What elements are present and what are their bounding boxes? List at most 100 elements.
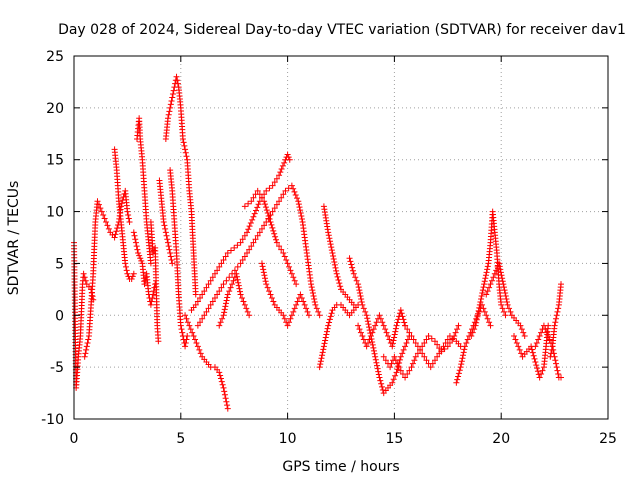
data-point	[295, 198, 302, 205]
data-point	[331, 261, 338, 268]
data-point	[263, 187, 270, 194]
data-point	[224, 294, 231, 301]
data-point	[219, 381, 226, 388]
data-point	[243, 305, 250, 312]
data-point	[501, 308, 508, 315]
data-point	[393, 322, 400, 329]
data-point	[192, 291, 199, 298]
data-point	[481, 281, 488, 288]
data-point	[160, 218, 167, 225]
data-point	[325, 232, 332, 239]
data-point	[260, 269, 267, 276]
data-point	[124, 270, 131, 277]
data-point	[313, 305, 320, 312]
data-point	[217, 372, 224, 379]
data-point	[478, 295, 485, 302]
data-point	[429, 360, 436, 367]
data-point	[363, 343, 370, 350]
data-point	[521, 333, 528, 340]
data-point	[294, 298, 301, 305]
data-point	[412, 339, 419, 346]
data-point	[147, 260, 154, 267]
data-point	[271, 179, 278, 186]
data-point	[488, 277, 495, 284]
data-point	[105, 225, 112, 232]
data-point	[483, 312, 490, 319]
data-point	[545, 333, 552, 340]
data-point	[446, 333, 453, 340]
data-point	[532, 358, 539, 365]
data-point	[269, 224, 276, 231]
data-point	[293, 281, 300, 288]
data-point	[515, 343, 522, 350]
data-point	[528, 346, 535, 353]
data-point	[249, 216, 256, 223]
data-point	[182, 312, 189, 319]
data-point	[248, 243, 255, 250]
data-point	[473, 319, 480, 326]
data-point	[310, 293, 317, 300]
data-point	[520, 329, 527, 336]
data-point	[265, 213, 272, 220]
data-point	[261, 222, 268, 229]
data-point	[256, 229, 263, 236]
data-point	[498, 301, 505, 308]
data-point	[332, 264, 339, 271]
data-point	[252, 236, 259, 243]
data-point	[150, 291, 157, 298]
data-point	[132, 236, 139, 243]
data-point	[319, 352, 326, 359]
data-point	[305, 312, 312, 319]
data-point	[304, 308, 311, 315]
x-tick-label: 15	[385, 431, 403, 447]
data-point	[123, 267, 130, 274]
data-point	[223, 398, 230, 405]
data-point	[498, 272, 505, 279]
data-point	[209, 274, 216, 281]
data-point	[322, 337, 329, 344]
data-point	[272, 233, 279, 240]
data-point	[166, 246, 173, 253]
data-point	[352, 274, 359, 281]
x-tick-label: 0	[70, 431, 79, 447]
data-point	[402, 322, 409, 329]
data-point	[316, 364, 323, 371]
data-point	[163, 232, 170, 239]
data-point	[190, 333, 197, 340]
data-point	[346, 255, 353, 262]
data-point	[270, 298, 277, 305]
data-point	[277, 169, 284, 176]
data-point	[276, 198, 283, 205]
data-point	[183, 153, 190, 160]
data-point	[211, 295, 218, 301]
data-point	[216, 369, 223, 376]
data-point	[184, 319, 191, 326]
data-point	[333, 267, 340, 274]
data-point	[214, 291, 221, 298]
plot-frame	[73, 55, 609, 420]
data-point	[129, 273, 136, 280]
data-point	[298, 215, 305, 222]
data-point	[487, 281, 494, 288]
data-point	[261, 272, 268, 279]
data-point	[169, 260, 176, 267]
data-point	[258, 225, 265, 232]
y-tick-labels: -10 -5 0 5 10 15 20 25	[41, 49, 64, 428]
data-point	[475, 310, 482, 317]
data-point	[236, 288, 243, 295]
data-point	[327, 241, 334, 248]
data-point	[496, 263, 503, 270]
data-point	[379, 319, 386, 326]
data-point	[240, 298, 247, 305]
data-point	[285, 185, 292, 192]
data-point	[222, 253, 229, 260]
data-point	[553, 364, 560, 371]
axis-ticks	[73, 55, 609, 420]
chart-title: Day 028 of 2024, Sidereal Day-to-day VTE…	[58, 22, 626, 38]
data-point	[132, 239, 139, 246]
data-point	[278, 166, 285, 173]
data-point	[83, 346, 90, 353]
data-point	[370, 347, 377, 354]
data-point	[83, 343, 90, 350]
data-point	[271, 230, 278, 237]
